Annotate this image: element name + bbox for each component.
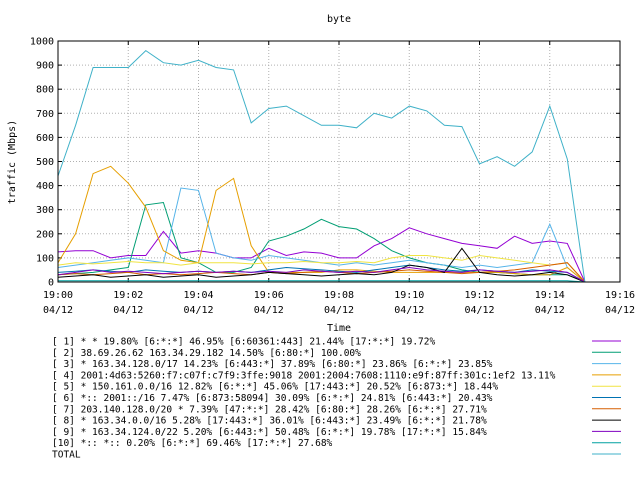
- x-tick-time: 19:02: [113, 290, 143, 301]
- series-lines: [57, 49, 586, 283]
- legend-entry: [ 5] * 150.161.0.0/16 12.82% [6:*:*] 45.…: [52, 382, 498, 393]
- legend-entry: [ 8] * 163.34.0.0/16 5.28% [17:443:*] 36…: [52, 416, 487, 427]
- x-tick-date: 04/12: [113, 305, 143, 316]
- y-tick-label: 500: [36, 157, 54, 168]
- legend-entry: [10] *:: *:: 0.20% [6:*:*] 69.46% [17:*:…: [52, 438, 333, 449]
- y-tick-label: 700: [36, 109, 54, 120]
- y-tick-label: 600: [36, 133, 54, 144]
- y-axis: 0 100 200 300 400 500 600 700 800 900 1000: [30, 37, 620, 289]
- legend-entry: [ 2] 38.69.26.62 163.34.29.182 14.50% [6…: [52, 348, 361, 359]
- x-tick-date: 04/12: [43, 305, 73, 316]
- y-tick-label: 900: [36, 61, 54, 72]
- series-line-8: [57, 247, 586, 283]
- y-tick-label: 1000: [30, 37, 54, 48]
- x-tick-time: 19:14: [535, 290, 565, 301]
- legend-entry: [ 3] * 163.34.128.0/17 14.23% [6:443:*] …: [52, 359, 493, 370]
- series-line-5: [57, 254, 586, 283]
- chart-title: byte: [327, 14, 351, 25]
- x-tick-time: 19:16: [605, 290, 635, 301]
- legend-entry: [ 6] *:: 2001::/16 7.47% [6:873:58094] 3…: [52, 393, 493, 404]
- x-tick-date: 04/12: [535, 305, 565, 316]
- grid: [58, 41, 620, 282]
- series-line-1: [57, 227, 586, 283]
- y-tick-label: 0: [48, 278, 54, 289]
- series-line-4: [57, 165, 586, 283]
- x-tick-date: 04/12: [394, 305, 424, 316]
- y-tick-label: 100: [36, 253, 54, 264]
- legend-entry: [ 7] 203.140.128.0/20 * 7.39% [47:*:*] 2…: [52, 404, 487, 415]
- y-tick-label: 200: [36, 229, 54, 240]
- x-axis: 19:00 04/12 19:02 04/12 19:04 04/12 19:06 04/12…: [43, 41, 635, 316]
- legend-entry: [ 1] * * 19.80% [6:*:*] 46.95% [6:60361:…: [52, 337, 435, 348]
- x-tick-time: 19:12: [464, 290, 494, 301]
- x-tick-date: 04/12: [464, 305, 494, 316]
- y-tick-label: 400: [36, 181, 54, 192]
- x-tick-date: 04/12: [183, 305, 213, 316]
- series-line-9: [57, 266, 586, 283]
- legend-entry: [ 9] * 163.34.124.0/22 5.20% [6:443:*] 5…: [52, 427, 487, 438]
- x-axis-label: Time: [327, 323, 351, 334]
- legend-entry: TOTAL: [52, 450, 81, 461]
- x-tick-time: 19:00: [43, 290, 73, 301]
- x-tick-time: 19:04: [183, 290, 213, 301]
- series-line-11: [57, 49, 586, 283]
- plot-frame: [57, 40, 621, 283]
- x-tick-date: 04/12: [324, 305, 354, 316]
- x-tick-time: 19:10: [394, 290, 424, 301]
- x-tick-time: 19:06: [254, 290, 284, 301]
- series-line-10: [58, 280, 585, 283]
- x-tick-date: 04/12: [605, 305, 635, 316]
- x-tick-date: 04/12: [254, 305, 284, 316]
- y-axis-label: traffic (Mbps): [7, 120, 18, 204]
- y-tick-label: 800: [36, 85, 54, 96]
- y-tick-label: 300: [36, 205, 54, 216]
- legend: [ 1] * * 19.80% [6:*:*] 46.95% [6:60361:…: [52, 337, 621, 461]
- legend-entry: [ 4] 2001:4d63:5260:f7:c07f:c7f9:3ffe:90…: [52, 370, 556, 381]
- x-tick-time: 19:08: [324, 290, 354, 301]
